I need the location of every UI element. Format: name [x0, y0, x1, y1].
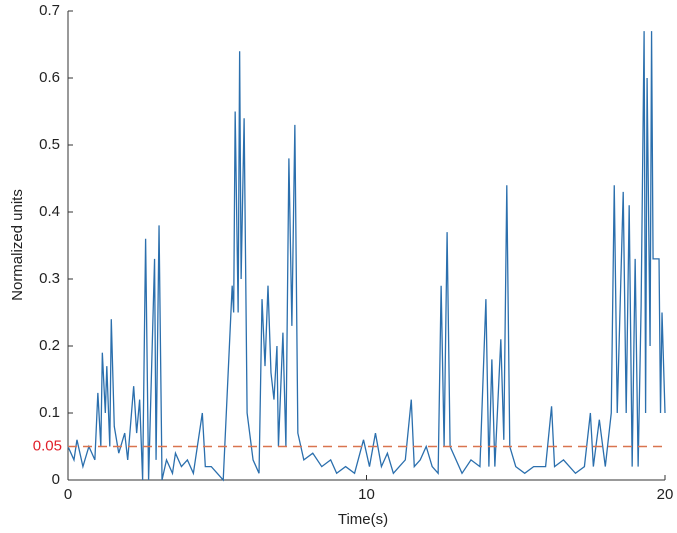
- y-tick-label: 0.6: [39, 69, 60, 86]
- y-tick-label: 0: [52, 471, 60, 488]
- y-tick-label: 0.5: [39, 136, 60, 153]
- x-tick-label: 0: [64, 486, 72, 503]
- x-tick-label: 20: [657, 486, 674, 503]
- x-axis-label: Time(s): [338, 511, 388, 528]
- y-tick-label: 0.2: [39, 337, 60, 354]
- y-axis-label: Normalized units: [9, 189, 26, 301]
- x-tick-label: 10: [358, 486, 375, 503]
- y-tick-label: 0.7: [39, 2, 60, 19]
- threshold-label: 0.05: [33, 437, 62, 454]
- y-tick-label: 0.1: [39, 404, 60, 421]
- data-line: [67, 31, 666, 482]
- y-tick-label: 0.4: [39, 203, 60, 220]
- y-tick-label: 0.3: [39, 270, 60, 287]
